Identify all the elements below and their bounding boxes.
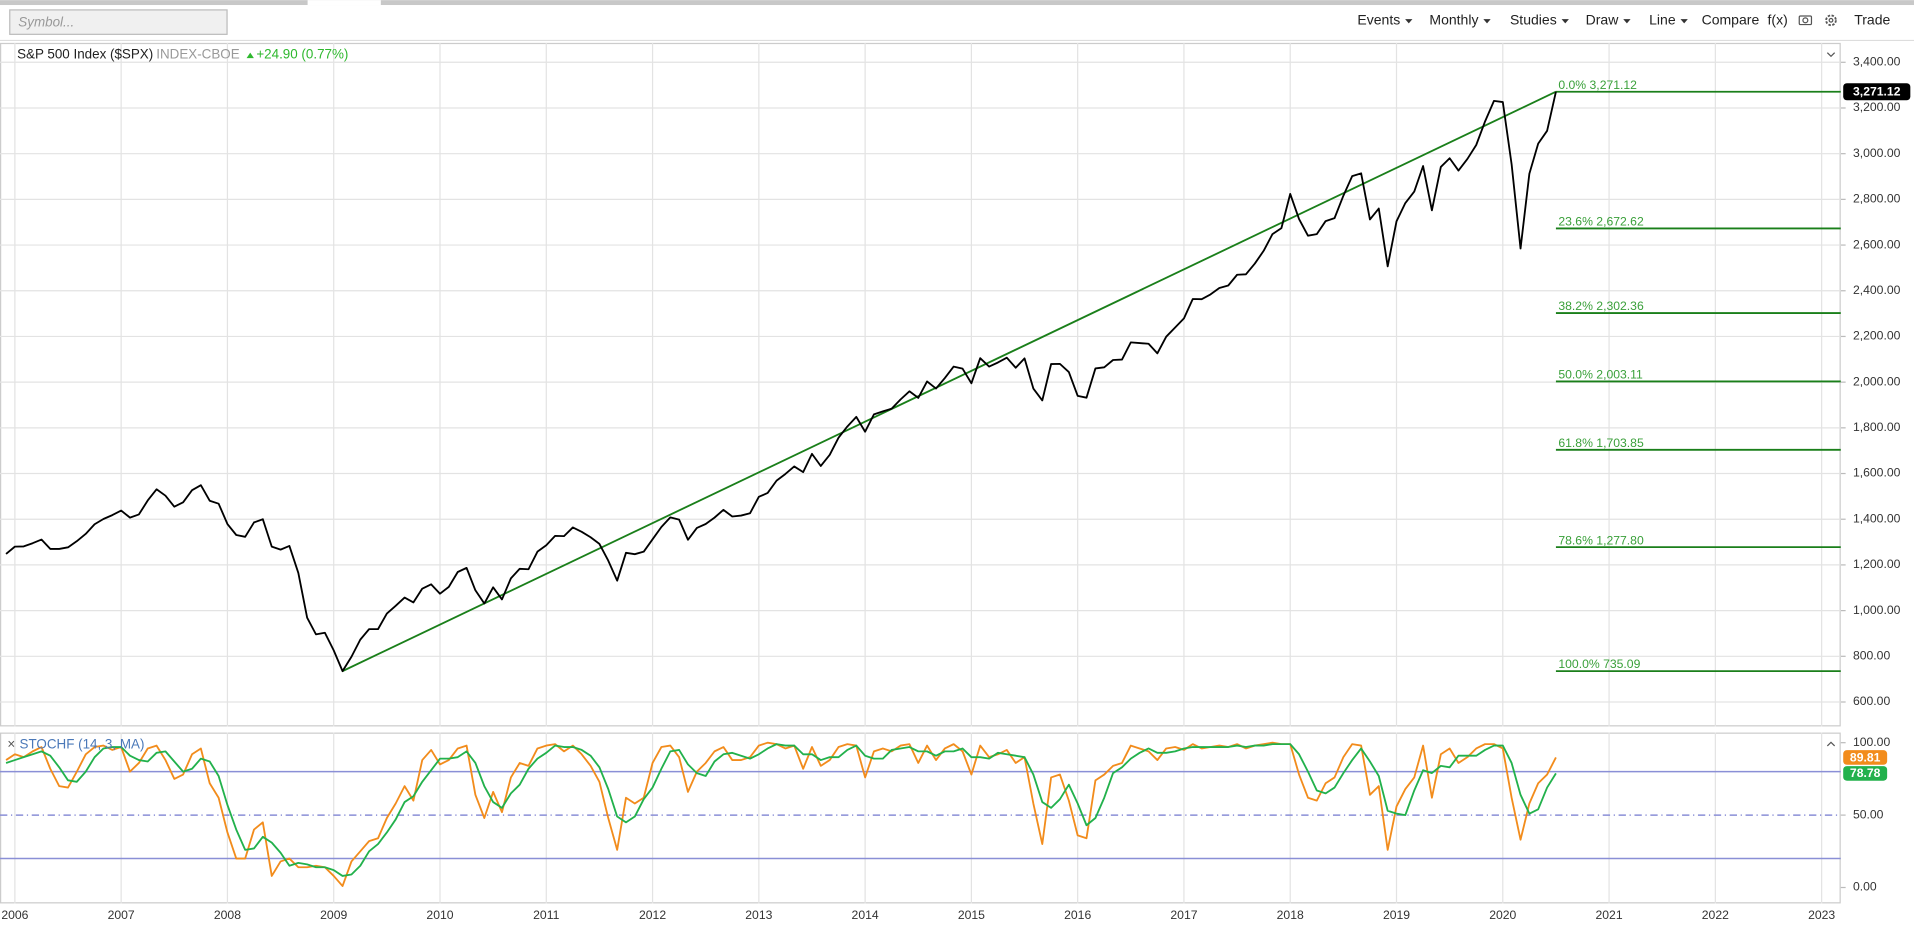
x-tick-label: 2022 — [1702, 908, 1729, 922]
x-tick-label: 2012 — [639, 908, 666, 922]
last-value-label: 89.81 — [1850, 750, 1881, 764]
tab-strip — [0, 0, 1914, 6]
toolbar-button[interactable]: Trade — [1854, 12, 1890, 28]
y-tick-label: 100.00 — [1853, 735, 1890, 749]
last-value-badge — [1843, 83, 1911, 101]
x-tick-label: 2018 — [1277, 908, 1304, 922]
last-value-badge — [1843, 750, 1888, 765]
y-tick-label: 2,400.00 — [1853, 283, 1901, 297]
y-tick-label: 3,000.00 — [1853, 146, 1901, 160]
x-tick-label: 2017 — [1170, 908, 1197, 922]
y-tick-label: 1,200.00 — [1853, 557, 1901, 571]
chart: 2006 2007 2008 2009 2010 2011 2012 2013 2014 2015… — [0, 732, 1890, 922]
trend-line — [342, 90, 1557, 672]
x-tick-label: 2008 — [214, 908, 241, 922]
y-tick-label: 2,800.00 — [1853, 192, 1901, 206]
y-tick-label: 3,200.00 — [1853, 100, 1901, 114]
x-tick-label: 2010 — [426, 908, 453, 922]
last-value-label: 78.78 — [1850, 766, 1881, 780]
exchange: INDEX-CBOE — [156, 47, 239, 62]
x-tick-label: 2009 — [320, 908, 347, 922]
x-tick-label: 2016 — [1064, 908, 1091, 922]
x-tick-label: 2021 — [1596, 908, 1623, 922]
fib-label: 61.8% 1,703.85 — [1558, 436, 1644, 450]
up-arrow — [246, 52, 254, 59]
dropdown-arrow — [1623, 19, 1631, 24]
x-tick-label: 2015 — [958, 908, 985, 922]
chart-title: S&P 500 Index ($SPX) — [17, 47, 153, 62]
study-title: STOCHF (14, 3, MA) — [20, 736, 145, 751]
y-tick-label: 3,400.00 — [1853, 55, 1901, 69]
x-tick-label: 2011 — [533, 908, 559, 922]
stoch-panel — [0, 732, 1841, 904]
menu-item[interactable]: Line — [1649, 12, 1676, 28]
price-line — [5, 741, 1557, 887]
plot-area: 600.00 800.00 1,000.00 1,200.00 1,400.00 1,60… — [0, 42, 1911, 922]
y-tick-label: 800.00 — [1853, 649, 1890, 663]
toolbar-button[interactable]: Compare — [1702, 12, 1760, 28]
dropdown-arrow — [1561, 19, 1569, 24]
menu-item[interactable]: Monthly — [1429, 12, 1478, 28]
expand-icon[interactable] — [1826, 741, 1836, 747]
fib-label: 23.6% 2,672.62 — [1558, 215, 1644, 229]
x-tick-label: 2020 — [1489, 908, 1516, 922]
change: +24.90 (0.77%) — [256, 47, 348, 62]
symbol-input[interactable] — [9, 9, 228, 35]
menu-item[interactable]: Studies — [1510, 12, 1557, 28]
last-value-label: 3,271.12 — [1853, 85, 1901, 99]
y-tick-label: 2,000.00 — [1853, 374, 1901, 388]
main-panel — [0, 42, 1841, 727]
x-tick-label: 2013 — [745, 908, 772, 922]
collapse-icon[interactable] — [1826, 52, 1836, 58]
y-tick-label: 1,400.00 — [1853, 511, 1901, 525]
price-line — [5, 743, 1557, 877]
menu-item[interactable]: Draw — [1586, 12, 1620, 28]
y-tick-label: 0.00 — [1853, 880, 1877, 894]
y-tick-label: 2,200.00 — [1853, 329, 1901, 343]
settings-icon[interactable] — [1825, 14, 1837, 27]
dropdown-arrow — [1483, 19, 1491, 24]
active-tab[interactable] — [307, 0, 381, 6]
x-tick-label: 2006 — [1, 908, 28, 922]
x-tick-label: 2023 — [1808, 908, 1835, 922]
y-tick-label: 2,600.00 — [1853, 237, 1901, 251]
fib-label: 38.2% 2,302.36 — [1558, 299, 1644, 313]
x-tick-label: 2014 — [852, 908, 879, 922]
symbol-placeholder: Symbol... — [18, 14, 74, 29]
camera-icon[interactable] — [1798, 15, 1813, 26]
y-tick-label: 1,800.00 — [1853, 420, 1901, 434]
last-value-badge — [1843, 766, 1888, 781]
menu-item[interactable]: Events — [1357, 12, 1400, 28]
dropdown-arrow — [1405, 19, 1413, 24]
y-tick-label: 600.00 — [1853, 694, 1890, 708]
close-icon[interactable]: × — [7, 736, 15, 751]
price-line — [5, 91, 1557, 673]
fib-label: 78.6% 1,277.80 — [1558, 533, 1644, 547]
fib-label: 100.0% 735.09 — [1558, 657, 1640, 671]
y-tick-label: 50.00 — [1853, 807, 1884, 821]
fib-label: 0.0% 3,271.12 — [1558, 78, 1637, 92]
toolbar-menus: Events Monthly Studies Draw Line Compare f(x) T… — [1357, 12, 1890, 28]
dropdown-arrow — [1680, 19, 1688, 24]
chart: 600.00 800.00 1,000.00 1,200.00 1,400.00 1,60… — [0, 42, 1911, 727]
toolbar-button[interactable]: f(x) — [1768, 12, 1788, 28]
x-tick-label: 2019 — [1383, 908, 1410, 922]
x-tick-label: 2007 — [108, 908, 135, 922]
y-tick-label: 1,600.00 — [1853, 466, 1901, 480]
fib-label: 50.0% 2,003.11 — [1558, 368, 1643, 382]
y-tick-label: 1,000.00 — [1853, 603, 1901, 617]
